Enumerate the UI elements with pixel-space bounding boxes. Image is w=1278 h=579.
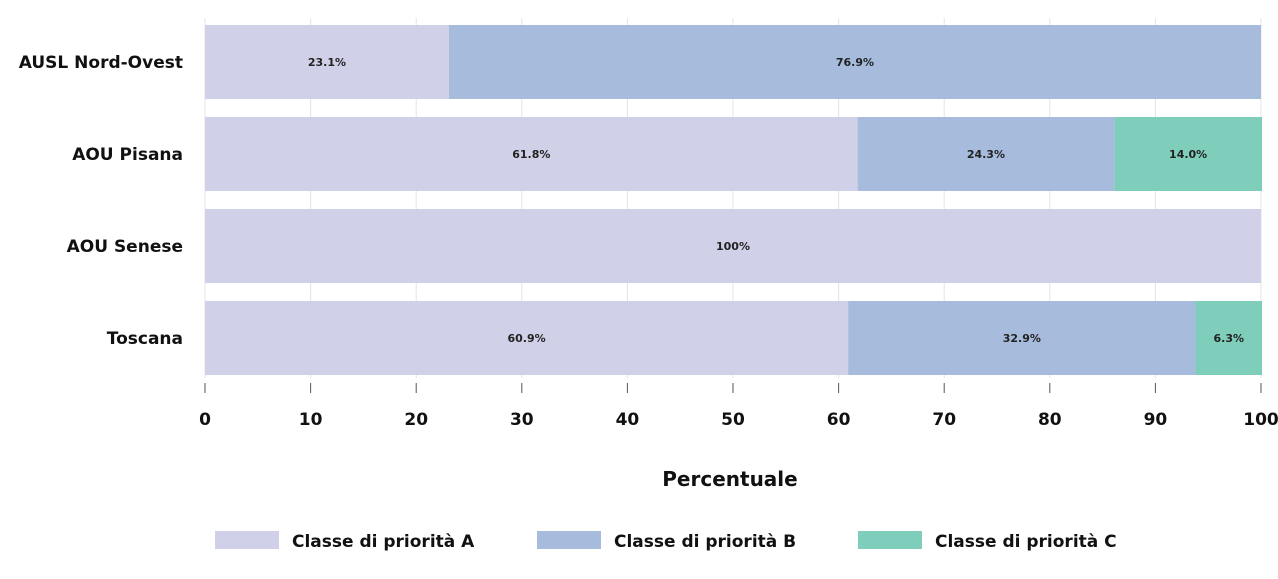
x-tick-label: 90 xyxy=(1144,410,1168,430)
x-axis-title: Percentuale xyxy=(662,467,797,491)
bar-data-label: 14.0% xyxy=(1169,148,1207,161)
x-axis: 0 10 20 30 40 50 60 70 80 90 100 xyxy=(199,383,1278,430)
x-tick-label: 60 xyxy=(827,410,851,430)
bar-data-label: 32.9% xyxy=(1003,332,1041,345)
x-tick-label: 20 xyxy=(404,410,428,430)
bar-data-label: 23.1% xyxy=(308,56,346,69)
x-tick-label: 50 xyxy=(721,410,745,430)
bars xyxy=(205,25,1263,375)
category-labels: AUSL Nord-Ovest AOU Pisana AOU Senese Tosca… xyxy=(19,53,183,349)
bar-segment xyxy=(1114,117,1263,191)
legend-swatch xyxy=(858,531,922,549)
category-label: AUSL Nord-Ovest xyxy=(19,53,183,73)
x-tick-label: 100 xyxy=(1243,410,1278,430)
bar-segment xyxy=(205,117,858,191)
bar-segment xyxy=(205,25,449,99)
data-labels: 23.1% 76.9% 61.8% 24.3% 14.0% 100% 60.9% 32.9% 6… xyxy=(308,56,1244,345)
x-tick-label: 40 xyxy=(616,410,640,430)
legend-label: Classe di priorità B xyxy=(614,532,796,552)
bar-segment xyxy=(857,117,1115,191)
x-tick-label: 70 xyxy=(932,410,956,430)
bar-data-label: 61.8% xyxy=(512,148,550,161)
category-label: AOU Senese xyxy=(67,237,183,257)
legend-label: Classe di priorità A xyxy=(292,532,475,552)
category-label: AOU Pisana xyxy=(72,145,183,165)
bar-data-label: 76.9% xyxy=(836,56,874,69)
x-tick-label: 80 xyxy=(1038,410,1062,430)
bar-data-label: 6.3% xyxy=(1214,332,1245,345)
x-tick-label: 10 xyxy=(299,410,323,430)
bar-data-label: 24.3% xyxy=(967,148,1005,161)
x-tick-label: 30 xyxy=(510,410,534,430)
x-tick-label: 0 xyxy=(199,410,211,430)
bar-data-label: 100% xyxy=(716,240,750,253)
legend-swatch xyxy=(215,531,279,549)
bar-segment xyxy=(205,209,1261,283)
legend: Classe di priorità A Classe di priorità B… xyxy=(215,531,1117,552)
bar-segment xyxy=(205,301,849,375)
legend-swatch xyxy=(537,531,601,549)
bar-segment xyxy=(448,25,1261,99)
bar-segment xyxy=(848,301,1196,375)
bar-data-label: 60.9% xyxy=(507,332,545,345)
bar-segment xyxy=(1195,301,1263,375)
legend-label: Classe di priorità C xyxy=(935,532,1117,552)
category-label: Toscana xyxy=(107,329,183,349)
